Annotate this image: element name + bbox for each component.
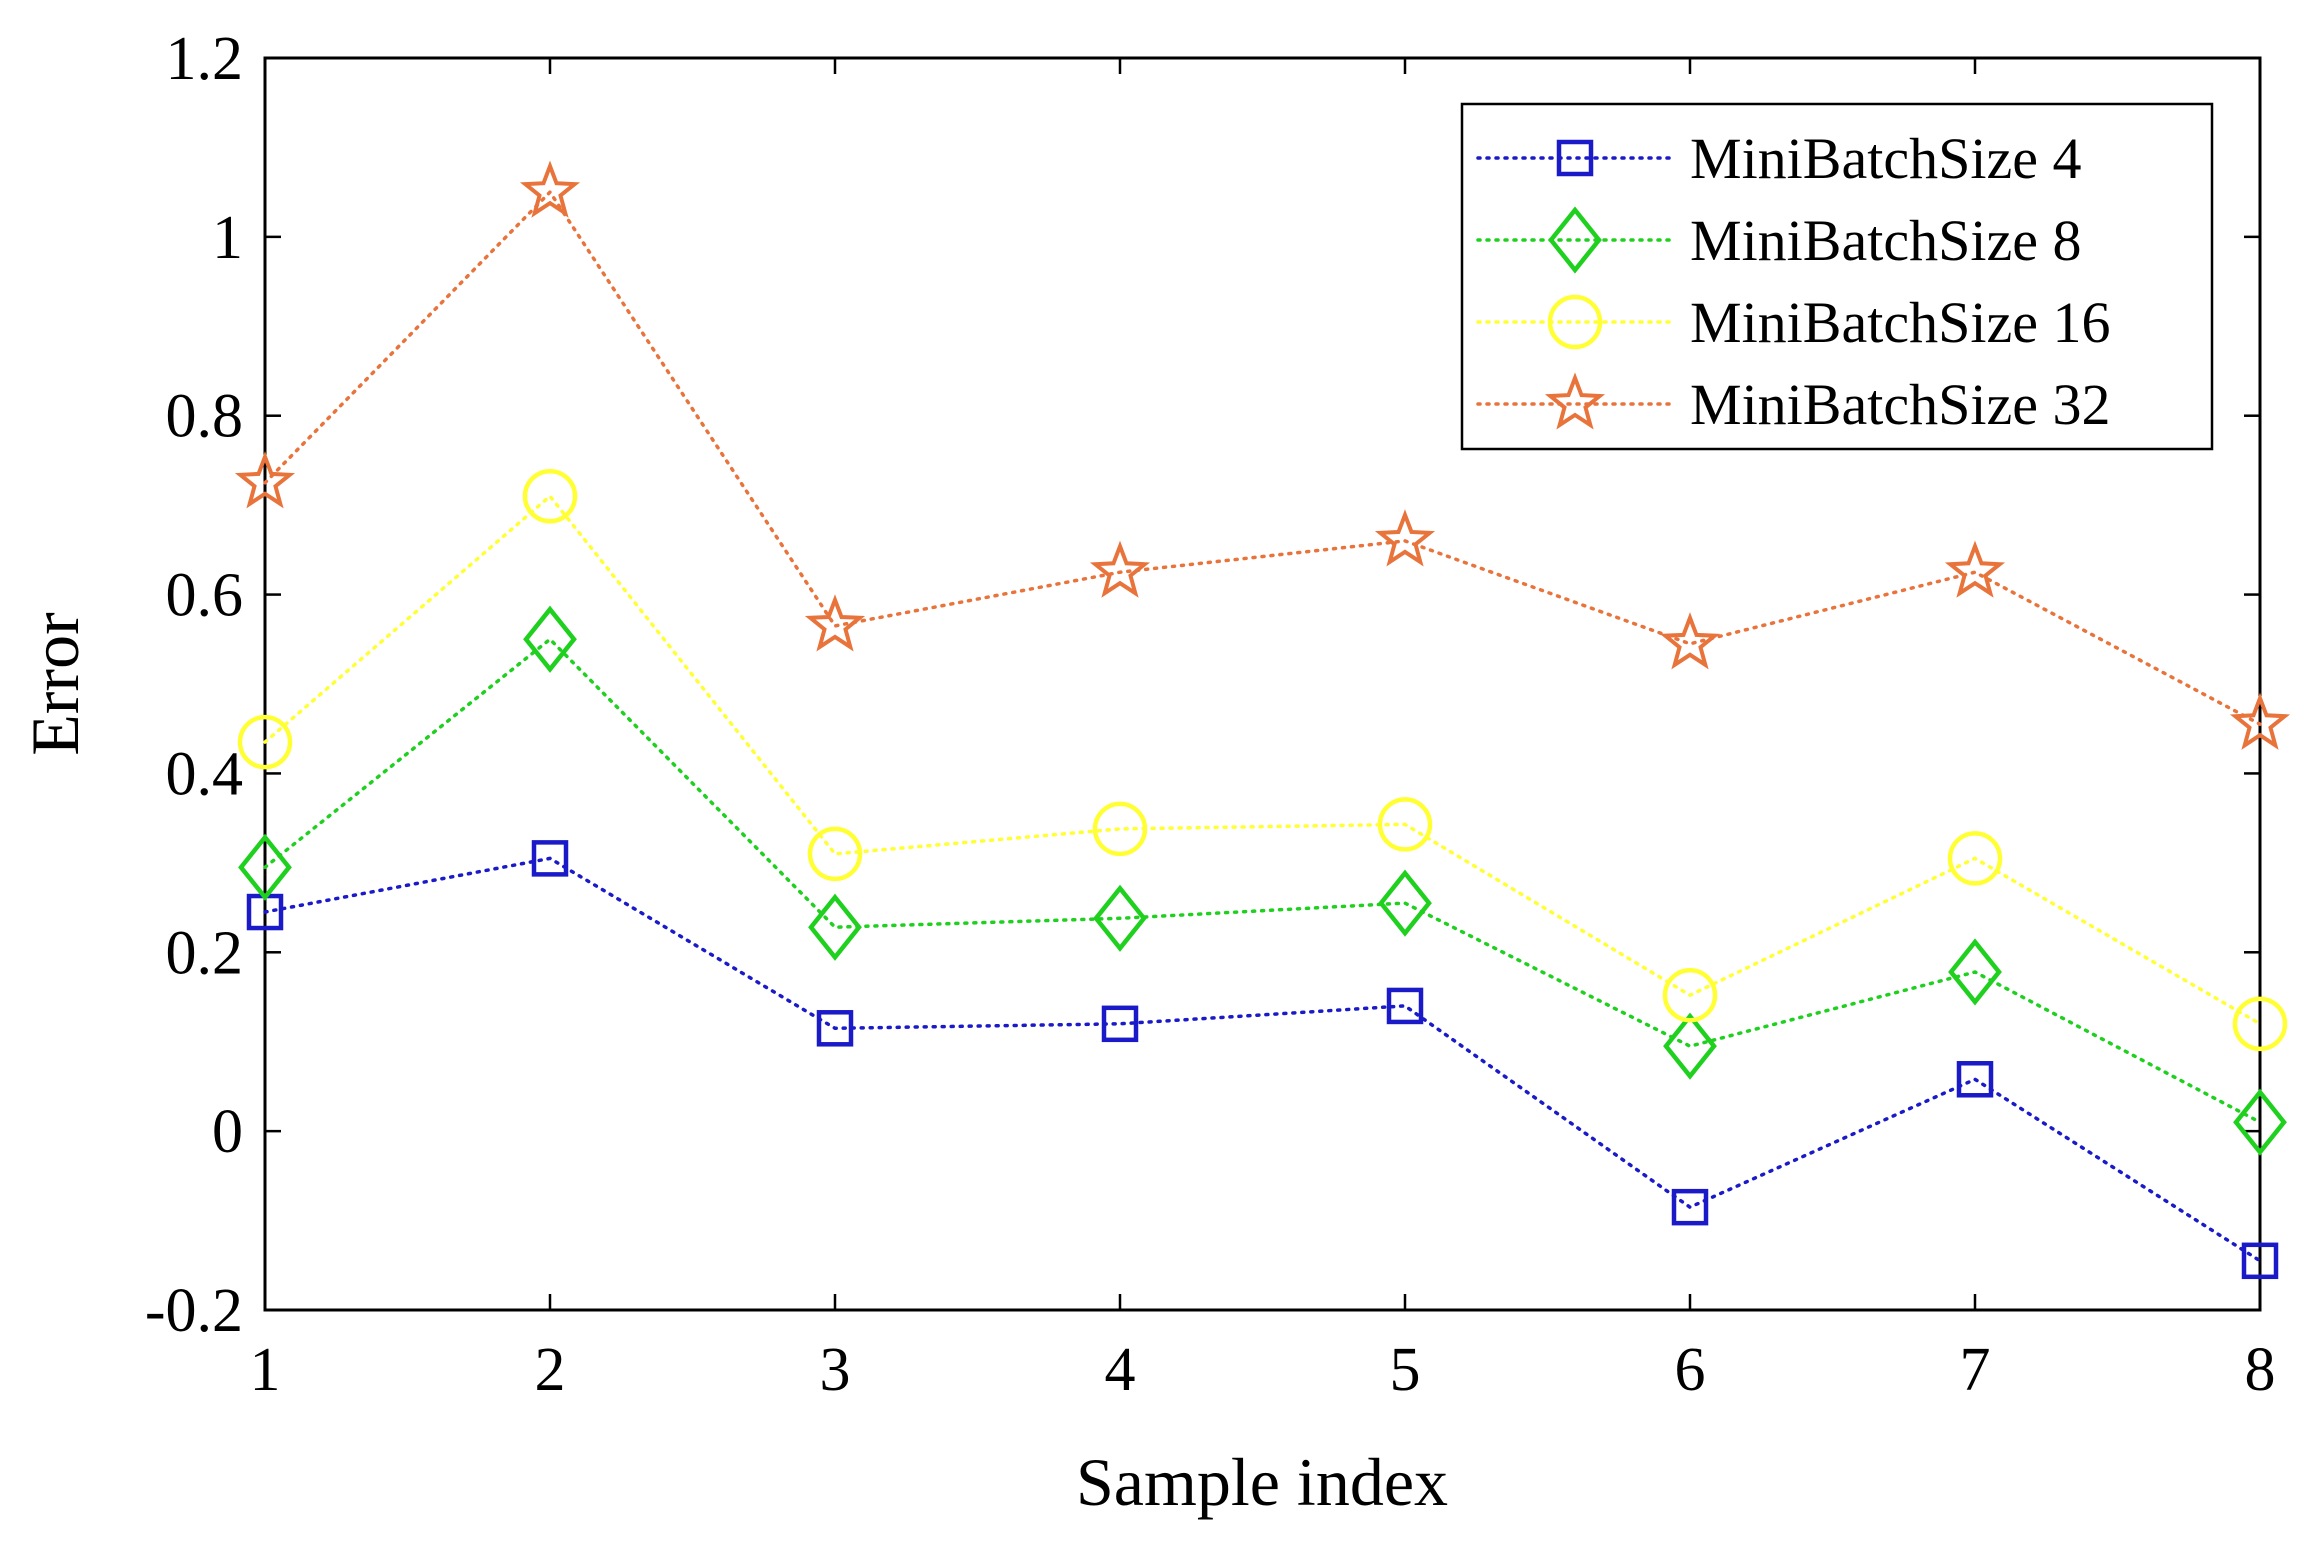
data-point (1377, 797, 1433, 852)
data-point (531, 840, 569, 877)
data-point (1948, 938, 2002, 1006)
series-line (263, 189, 2262, 726)
y-tick-label: 0.4 (166, 740, 244, 808)
y-tick-label: 1 (212, 204, 243, 272)
y-tick-label: 1.2 (166, 25, 244, 93)
y-tick-label: 0.8 (166, 383, 244, 451)
data-point (808, 893, 862, 961)
y-axis-title: Error (17, 612, 93, 756)
x-tick-label: 3 (820, 1336, 851, 1404)
legend-entry: MiniBatchSize 4 (1476, 126, 2081, 191)
data-point (816, 1010, 854, 1047)
x-tick-label: 7 (1960, 1336, 1991, 1404)
y-tick-label: 0.6 (166, 562, 244, 630)
legend-label: MiniBatchSize 4 (1690, 126, 2081, 191)
data-point (807, 826, 863, 882)
legend-entry: MiniBatchSize 32 (1476, 372, 2110, 437)
data-point (237, 714, 293, 770)
series-3 (237, 468, 2288, 1052)
data-point (519, 160, 581, 218)
series-line (263, 493, 2262, 1026)
data-point (1093, 884, 1147, 952)
legend: MiniBatchSize 4 MiniBatchSize 8 MiniBatchS… (1460, 102, 2214, 451)
data-point (1663, 1012, 1717, 1080)
y-tick-label: 0 (212, 1098, 243, 1166)
legend-label: MiniBatchSize 16 (1690, 290, 2110, 355)
x-tick-label: 2 (535, 1336, 566, 1404)
data-point (1101, 1005, 1139, 1043)
x-tick-label: 4 (1105, 1336, 1136, 1404)
data-point (2233, 1088, 2287, 1156)
legend-label: MiniBatchSize 32 (1690, 372, 2110, 437)
series-4 (234, 160, 2291, 750)
legend-box (1460, 102, 2214, 451)
series-line (263, 636, 2262, 1124)
legend-entry: MiniBatchSize 8 (1476, 206, 2081, 274)
data-point (1947, 831, 2003, 886)
data-point (1378, 869, 1432, 937)
data-point (1386, 987, 1424, 1025)
x-tick-label: 5 (1390, 1336, 1421, 1404)
legend-marker (1556, 139, 1594, 177)
series-layer (234, 160, 2291, 1280)
series-2 (238, 605, 2287, 1156)
legend-label: MiniBatchSize 8 (1690, 208, 2081, 273)
x-tick-label: 6 (1675, 1336, 1706, 1404)
data-point (522, 468, 578, 524)
data-point (1944, 540, 2006, 598)
data-point (523, 605, 577, 673)
data-point (1092, 801, 1148, 857)
data-point (1374, 509, 1436, 567)
y-tick-label: -0.2 (145, 1277, 243, 1345)
data-point (1089, 540, 1151, 598)
tick-labels: -0.2 0 0.2 0.4 0.6 0.8 1 1.2 1 2 3 4 5 6 7 8 (145, 25, 2276, 1404)
data-point (2229, 692, 2291, 750)
legend-marker (1548, 206, 1602, 274)
data-point (2232, 996, 2288, 1052)
axis-ticks (263, 56, 2262, 1312)
x-axis-title: Sample index (1076, 1444, 1448, 1520)
legend-entry: MiniBatchSize 16 (1476, 290, 2110, 355)
legend-marker (1547, 294, 1603, 350)
x-tick-label: 8 (2245, 1336, 2276, 1404)
data-point (1662, 967, 1718, 1023)
data-point (2241, 1242, 2279, 1280)
data-point (1671, 1188, 1709, 1226)
data-point (238, 833, 292, 901)
legend-marker (1544, 372, 1606, 430)
series-line (263, 856, 2262, 1263)
data-point (804, 594, 866, 652)
data-point (234, 451, 296, 509)
data-point (1956, 1061, 1994, 1098)
data-point (1659, 612, 1721, 670)
y-tick-label: 0.2 (166, 919, 244, 987)
x-tick-label: 1 (250, 1336, 281, 1404)
